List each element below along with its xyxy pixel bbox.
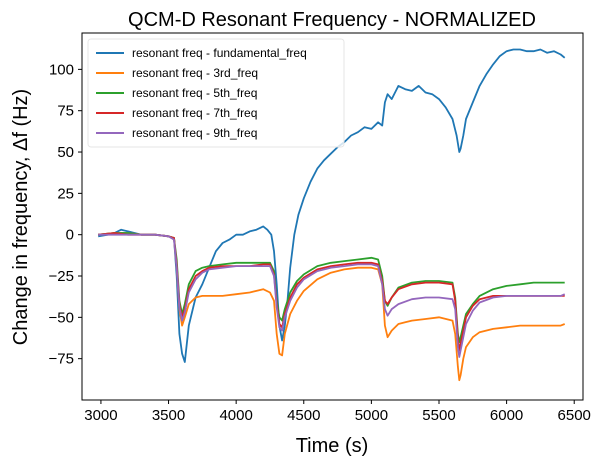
x-tick-label: 3000 — [84, 407, 117, 424]
y-tick-label: 100 — [49, 61, 74, 78]
y-tick-label: 25 — [57, 185, 74, 202]
x-tick-label: 4500 — [287, 407, 320, 424]
series-lines — [98, 48, 566, 382]
y-tick-label: 0 — [66, 227, 74, 244]
legend-label-0: resonant freq - fundamental_freq — [132, 46, 307, 60]
x-tick-label: 5500 — [422, 407, 455, 424]
x-axis-label: Time (s) — [296, 435, 369, 457]
y-tick-label: 75 — [57, 103, 74, 120]
series-line-3 — [98, 232, 565, 352]
series-line-4 — [98, 233, 566, 358]
y-tick-label: 50 — [57, 144, 74, 161]
y-tick-label: −25 — [49, 268, 74, 285]
x-tick-label: 6500 — [558, 407, 591, 424]
legend-label-1: resonant freq - 3rd_freq — [132, 66, 258, 80]
axes-frame — [81, 32, 584, 401]
legend-label-2: resonant freq - 5th_freq — [132, 86, 257, 100]
y-tick-label: −50 — [49, 309, 74, 326]
series-line-0 — [98, 48, 566, 363]
y-axis-label: Change in frequency, Δf (Hz) — [10, 89, 32, 345]
x-tick-label: 3500 — [152, 407, 185, 424]
x-tick-label: 5000 — [355, 407, 388, 424]
x-tick-label: 6000 — [490, 407, 523, 424]
y-tick-label: −75 — [49, 351, 74, 368]
axis-ticks: 3000 3500 4000 4500 5000 5500 6000 6500 −75 −50 −2… — [49, 61, 591, 424]
legend-box — [87, 38, 345, 148]
x-tick-label: 4000 — [219, 407, 252, 424]
legend-label-3: resonant freq - 7th_freq — [132, 106, 257, 120]
legend-label-4: resonant freq - 9th_freq — [132, 126, 257, 140]
series-line-1 — [98, 232, 566, 382]
chart-title: QCM-D Resonant Frequency - NORMALIZED — [128, 9, 536, 31]
legend: resonant freq - fundamental_freq resonant… — [87, 38, 345, 148]
